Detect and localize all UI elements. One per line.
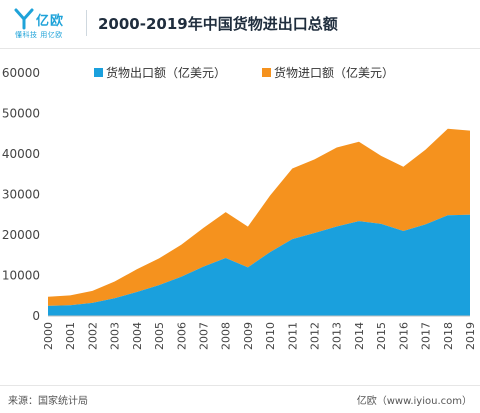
x-tick-label: 2000 bbox=[42, 322, 55, 350]
x-tick-label: 2009 bbox=[242, 322, 255, 350]
chart: 0 10000 20000 30000 40000 50000 60000 2000 2001 2… bbox=[2, 65, 477, 350]
logo-text: 亿欧 bbox=[36, 14, 65, 29]
legend-label-import: 货物进口额（亿美元） bbox=[274, 65, 394, 80]
x-tick-label: 2014 bbox=[353, 322, 366, 350]
logo-icon bbox=[14, 8, 34, 30]
y-tick-label: 20000 bbox=[2, 228, 40, 242]
y-tick-label: 40000 bbox=[2, 147, 40, 161]
header-rule bbox=[0, 48, 480, 49]
export-area bbox=[48, 214, 470, 316]
x-tick-label: 2002 bbox=[86, 322, 99, 350]
legend-swatch-export bbox=[94, 68, 103, 77]
x-tick-label: 2005 bbox=[153, 322, 166, 350]
y-tick-label: 10000 bbox=[2, 269, 40, 283]
x-tick-label: 2011 bbox=[286, 322, 299, 350]
source-note: 来源：国家统计局 bbox=[8, 396, 88, 407]
header-divider bbox=[86, 10, 87, 36]
site-credit: 亿欧（www.iyiou.com） bbox=[356, 396, 472, 407]
x-tick-label: 2016 bbox=[397, 322, 410, 350]
x-tick-label: 2012 bbox=[309, 322, 322, 350]
header: 亿欧 懂科技 用亿欧 2000-2019年中国货物进出口总额 bbox=[0, 0, 480, 48]
x-tick-label: 2007 bbox=[197, 322, 210, 350]
x-tick-label: 2003 bbox=[109, 322, 122, 350]
x-tick-label: 2013 bbox=[331, 322, 344, 350]
x-tick-label: 2010 bbox=[264, 322, 277, 350]
x-tick-label: 2004 bbox=[131, 322, 144, 350]
x-tick-label: 2006 bbox=[175, 322, 188, 350]
y-tick-label: 0 bbox=[32, 309, 40, 323]
y-tick-label: 60000 bbox=[2, 66, 40, 80]
legend-swatch-import bbox=[262, 68, 271, 77]
import-area bbox=[48, 128, 470, 306]
x-tick-label: 2017 bbox=[420, 322, 433, 350]
y-tick-label: 50000 bbox=[2, 107, 40, 121]
x-tick-label: 2015 bbox=[375, 322, 388, 350]
logo: 亿欧 懂科技 用亿欧 bbox=[14, 6, 78, 40]
logo-tagline: 懂科技 用亿欧 bbox=[15, 31, 63, 39]
y-tick-label: 30000 bbox=[2, 188, 40, 202]
legend-label-export: 货物出口额（亿美元） bbox=[106, 65, 226, 80]
x-tick-label: 2008 bbox=[220, 322, 233, 350]
footer-rule bbox=[0, 385, 480, 386]
page-title: 2000-2019年中国货物进出口总额 bbox=[98, 15, 338, 33]
x-tick-label: 2001 bbox=[64, 322, 77, 350]
x-tick-label: 2018 bbox=[442, 322, 455, 350]
x-tick-label: 2019 bbox=[464, 322, 477, 350]
